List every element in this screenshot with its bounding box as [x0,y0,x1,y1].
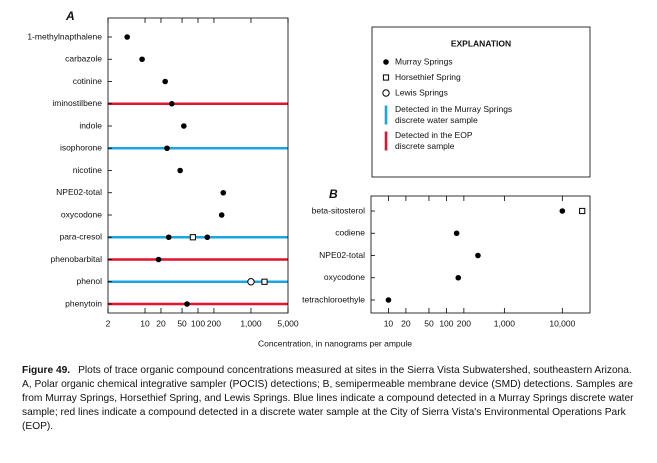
category-label: codiene [335,228,365,238]
marker [382,74,390,81]
marker [455,274,462,281]
marker [162,78,168,85]
legend-label: discrete sample [395,141,455,151]
x-tick-label: 50 [424,318,434,328]
category-label: para-cresol [59,232,102,242]
x-tick-label: 1,000 [494,318,516,328]
marker [579,207,586,215]
marker [124,34,130,40]
x-tick-label: 50 [177,318,187,328]
caption-text: Plots of trace organic compound concentr… [22,365,634,432]
x-tick-label: 200 [457,318,471,328]
plot-frame [370,195,591,314]
category-label: indole [79,120,102,130]
legend-label: Murray Springs [395,56,453,66]
marker [220,189,227,196]
category-label: cotinine [73,76,103,86]
panel-label: B [329,187,338,201]
x-tick-label: 20 [401,318,411,328]
x-axis-label: Concentration, in nanograms per ampule [258,338,412,348]
category-label: NPE02-total [319,250,365,260]
marker [475,252,481,259]
marker [168,100,175,107]
category-label: oxycodone [324,272,365,282]
legend-title: EXPLANATION [451,38,511,48]
figure: 2 10 20 50 100 200 1,000 5,0001-methylnapthalen… [27,9,591,348]
legend-label: Horsethief Spring [395,72,461,82]
category-label: beta-sitosterol [312,205,365,215]
x-tick-label: 10 [384,318,394,328]
marker [181,123,187,129]
marker [177,167,183,174]
marker [382,89,390,97]
marker [189,234,196,241]
category-label: tetrachloroethyle [302,294,365,304]
category-label: nicotine [73,165,103,175]
marker [204,234,211,241]
marker [139,56,145,63]
caption-label: Figure 49. [22,365,71,376]
category-label: phenobarbital [50,254,102,264]
category-label: phenytoin [65,298,102,308]
x-tick-label: 2 [106,318,111,328]
legend-label: Lewis Springs [395,87,448,97]
legend-label: Detected in the Murray Springs [395,104,512,114]
category-label: carbazole [65,54,102,64]
marker [383,59,389,65]
plot-frame [107,17,289,314]
x-tick-label: 5,000 [277,318,299,328]
category-label: oxycodone [61,209,102,219]
marker [218,212,225,218]
category-label: iminostilbene [52,98,102,108]
marker [247,278,255,286]
marker [155,256,162,263]
x-tick-label: 100 [191,318,205,328]
marker [453,230,460,237]
marker [261,278,268,285]
caption: Figure 49. Plots of trace organic compoun… [22,364,642,434]
marker [164,145,170,152]
x-tick-label: 10 [140,318,150,328]
marker [559,208,566,214]
x-tick-label: 10,000 [549,318,575,328]
category-label: phenol [76,276,102,286]
category-label: 1-methylnapthalene [27,31,102,41]
legend-label: Detected in the EOP [395,130,473,140]
category-label: isophorone [60,143,102,153]
x-tick-label: 200 [207,318,221,328]
marker [184,301,190,307]
marker [385,297,392,303]
legend-label: discrete water sample [395,115,478,125]
panel-label: A [65,9,75,23]
x-tick-label: 20 [156,318,166,328]
category-label: NPE02-total [56,187,102,197]
marker [165,234,172,241]
x-tick-label: 1,000 [240,318,262,328]
legend-box [371,26,591,178]
x-tick-label: 100 [439,318,453,328]
